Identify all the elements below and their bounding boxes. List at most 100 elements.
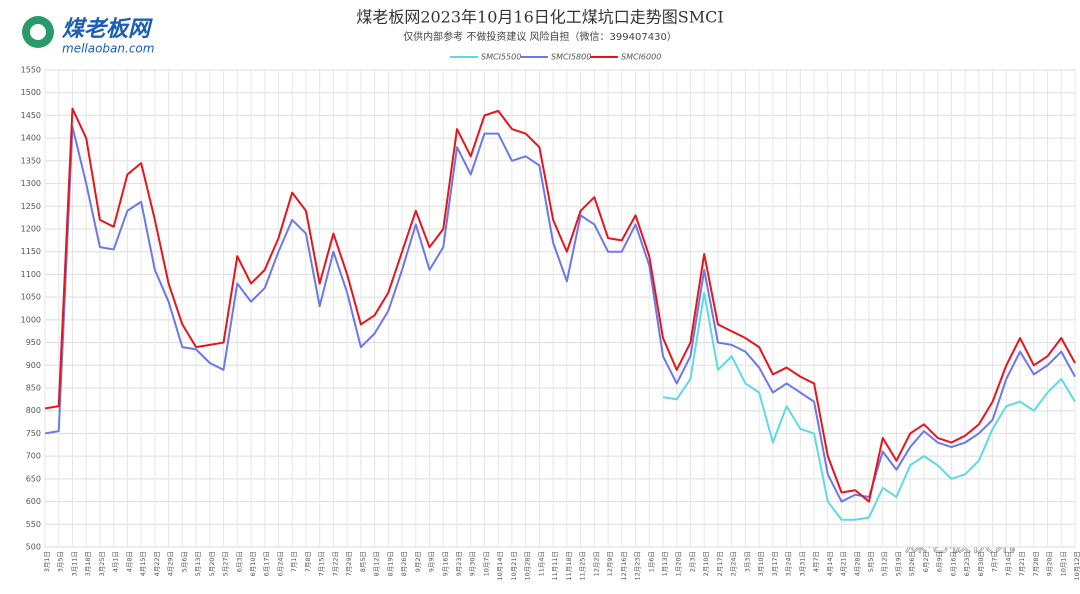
x-tick-label: 7月14日: [1004, 551, 1012, 576]
y-tick-label: 650: [26, 474, 41, 483]
x-tick-label: 10月7日: [482, 551, 490, 576]
x-tick-label: 8月5日: [359, 551, 367, 572]
x-tick-label: 3月18日: [84, 551, 92, 576]
x-tick-label: 10月12日: [1073, 551, 1080, 581]
x-tick-label: 4月22日: [153, 551, 161, 576]
x-tick-label: 6月17日: [263, 551, 271, 576]
y-tick-label: 1150: [21, 247, 41, 256]
logo-url: mellaoban.com: [62, 42, 154, 56]
series-line: [44, 107, 1076, 503]
x-tick-label: 10月14日: [496, 551, 504, 581]
x-tick-label: 10月1日: [1059, 551, 1067, 576]
x-tick-label: 11月4日: [537, 551, 545, 576]
x-tick-label: 4月14日: [826, 551, 834, 576]
x-tick-label: 12月23日: [634, 551, 642, 581]
logo-name: 煤老板网: [62, 17, 153, 42]
x-tick-label: 3月11日: [70, 551, 78, 576]
x-tick-label: 4月21日: [840, 551, 848, 576]
y-tick-label: 700: [26, 452, 41, 461]
logo-icon: [30, 24, 46, 40]
x-tick-label: 4月7日: [812, 551, 820, 572]
y-tick-label: 550: [26, 520, 41, 529]
y-tick-label: 1050: [21, 293, 41, 302]
x-tick-label: 5月26日: [908, 551, 916, 576]
x-tick-label: 11月11日: [551, 551, 559, 581]
x-tick-label: 3月31日: [798, 551, 806, 576]
y-tick-label: 600: [26, 497, 41, 506]
chart-subtitle: 仅供内部参考 不做投资建议 风险自担（微信：399407430）: [403, 30, 677, 43]
x-tick-label: 10月21日: [510, 551, 518, 581]
chart-title: 煤老板网2023年10月16日化工煤坑口走势图SMCI: [356, 8, 723, 27]
y-tick-label: 900: [26, 361, 41, 370]
x-tick-label: 7月21日: [1018, 551, 1026, 576]
legend-label: SMCI6000: [621, 53, 661, 62]
y-tick-label: 1350: [21, 156, 41, 165]
series-line: [662, 291, 1076, 521]
x-tick-label: 9月2日: [414, 551, 422, 572]
x-tick-label: 7月28日: [1032, 551, 1040, 576]
x-tick-label: 2月24日: [730, 551, 738, 576]
x-tick-label: 5月6日: [180, 551, 188, 572]
y-tick-label: 1400: [21, 134, 41, 143]
x-tick-label: 9月20日: [1046, 551, 1054, 576]
x-tick-label: 7月7日: [991, 551, 999, 572]
x-tick-label: 3月10日: [757, 551, 765, 576]
x-tick-label: 6月10日: [249, 551, 257, 576]
x-tick-label: 6月30日: [977, 551, 985, 576]
x-tick-label: 3月25日: [98, 551, 106, 576]
x-tick-label: 5月12日: [881, 551, 889, 576]
x-tick-label: 7月15日: [318, 551, 326, 576]
x-tick-label: 6月3日: [235, 551, 243, 572]
legend-label: SMCI5500: [481, 53, 521, 62]
x-tick-label: 8月26日: [400, 551, 408, 576]
x-tick-label: 9月30日: [469, 551, 477, 576]
x-tick-label: 6月23日: [963, 551, 971, 576]
x-tick-label: 12月9日: [606, 551, 614, 576]
legend-label: SMCI5800: [551, 53, 591, 62]
logo: 煤老板网 mellaoban.com: [22, 16, 154, 56]
y-tick-label: 1000: [21, 315, 41, 324]
series-line: [44, 125, 1076, 503]
plot-area: [44, 69, 1076, 548]
x-tick-label: 5月20日: [208, 551, 216, 576]
x-tick-label: 5月27日: [222, 551, 230, 576]
y-tick-label: 1200: [21, 225, 41, 234]
x-tick-label: 3月1日: [43, 551, 51, 572]
y-tick-label: 1450: [21, 111, 41, 120]
x-tick-label: 7月22日: [331, 551, 339, 576]
x-tick-label: 1月13日: [661, 551, 669, 576]
y-tick-label: 1100: [21, 270, 41, 279]
x-tick-label: 6月16日: [949, 551, 957, 576]
y-tick-label: 750: [26, 429, 41, 438]
x-tick-label: 4月8日: [125, 551, 133, 572]
x-tick-label: 7月8日: [304, 551, 312, 572]
x-tick-label: 4月1日: [112, 551, 120, 572]
x-tick-label: 9月16日: [441, 551, 449, 576]
x-tick-label: 8月19日: [386, 551, 394, 576]
x-tick-label: 11月18日: [565, 551, 573, 581]
x-tick-label: 3月24日: [785, 551, 793, 576]
x-tick-label: 11月25日: [579, 551, 587, 581]
y-tick-label: 500: [26, 543, 41, 552]
x-tick-label: 9月9日: [428, 551, 436, 572]
y-tick-label: 1300: [21, 179, 41, 188]
x-tick-label: 12月16日: [620, 551, 628, 581]
x-tick-label: 5月13日: [194, 551, 202, 576]
x-tick-label: 4月28日: [853, 551, 861, 576]
x-tick-label: 1月6日: [647, 551, 655, 572]
x-tick-label: 6月24日: [276, 551, 284, 576]
x-tick-label: 1月20日: [675, 551, 683, 576]
x-tick-label: 4月15日: [139, 551, 147, 576]
x-tick-label: 3月3日: [743, 551, 751, 572]
y-tick-label: 800: [26, 406, 41, 415]
x-tick-label: 9月23日: [455, 551, 463, 576]
y-tick-label: 950: [26, 338, 41, 347]
x-tick-label: 12月2日: [592, 551, 600, 576]
y-tick-label: 1550: [21, 66, 41, 75]
x-tick-label: 4月29日: [167, 551, 175, 576]
x-tick-label: 2月3日: [688, 551, 696, 572]
x-tick-label: 5月5日: [867, 551, 875, 572]
x-tick-label: 3月5日: [57, 551, 65, 572]
x-tick-label: 10月28日: [524, 551, 532, 581]
